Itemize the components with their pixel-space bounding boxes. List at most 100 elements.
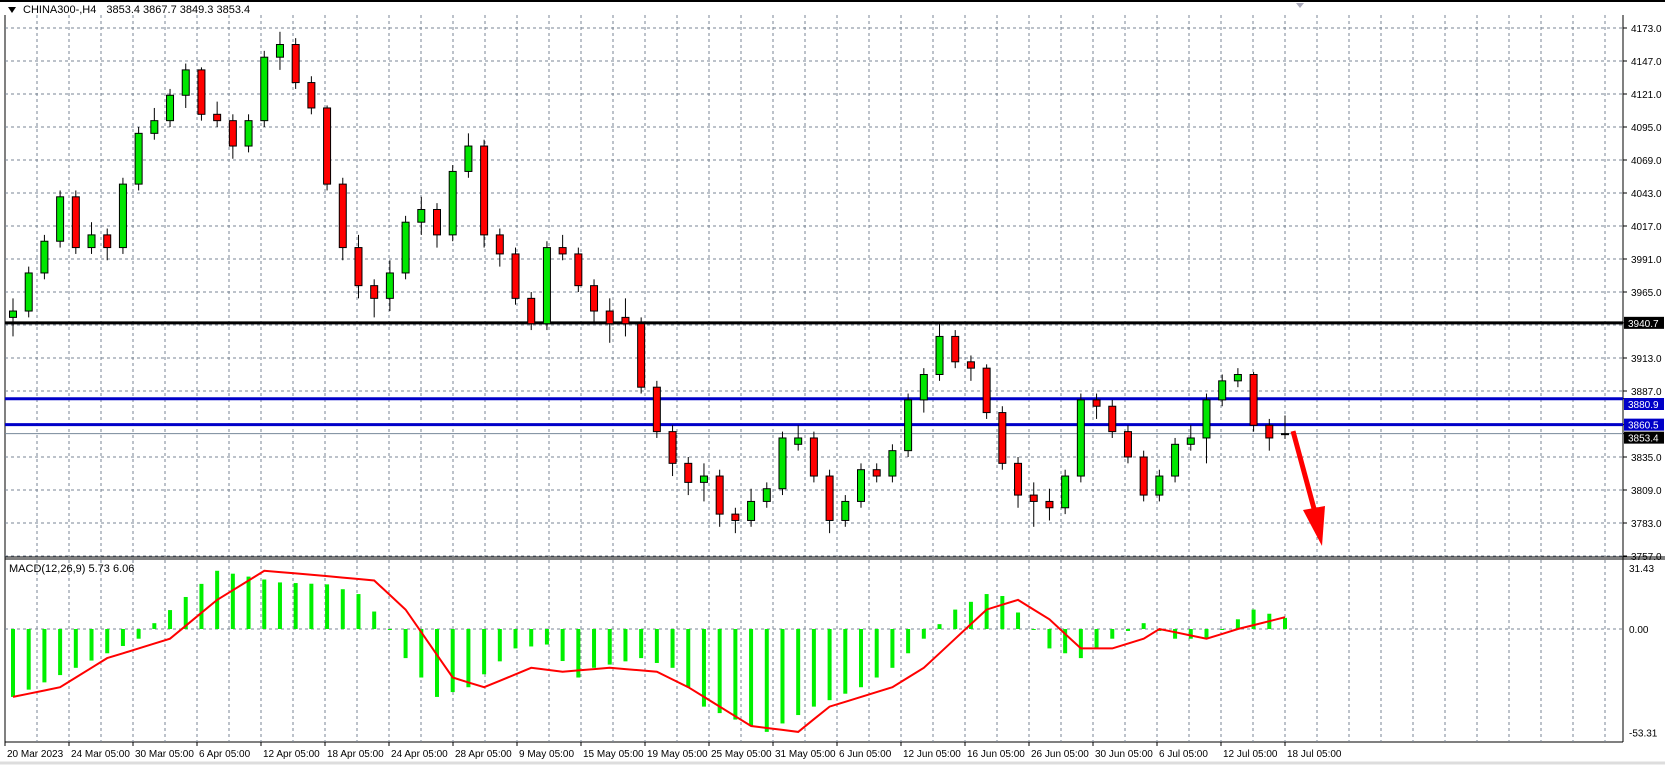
macd-histogram-bar: [26, 629, 31, 690]
macd-histogram-bar: [325, 584, 330, 629]
price-tick-label: 4173.0: [1631, 24, 1662, 35]
macd-histogram-bar: [607, 629, 612, 665]
macd-histogram-bar: [764, 629, 769, 732]
dropdown-triangle-icon[interactable]: [8, 7, 16, 13]
candle-bullish: [841, 500, 850, 521]
macd-histogram-bar: [874, 629, 879, 678]
candle-bullish: [166, 94, 175, 122]
macd-tick-label: 0.00: [1629, 625, 1649, 636]
candle-bearish: [307, 82, 316, 109]
macd-histogram-bar: [1078, 629, 1083, 659]
chart-header: CHINA300-,H4 3853.4 3867.7 3849.3 3853.4: [8, 4, 250, 16]
candle-bearish: [495, 234, 504, 255]
candle-bearish: [825, 475, 834, 521]
time-tick-label: 18 Apr 05:00: [327, 749, 384, 760]
level-price-label: 3860.5: [1628, 421, 1659, 432]
candle-bearish: [103, 234, 112, 249]
candle-bearish: [1123, 431, 1132, 458]
price-tick-label: 4095.0: [1631, 123, 1662, 134]
candle-bullish: [762, 488, 771, 502]
candle-bullish: [747, 500, 756, 521]
macd-histogram-bar: [984, 594, 989, 629]
time-tick-label: 28 Apr 05:00: [455, 749, 512, 760]
macd-histogram-bar: [356, 594, 361, 629]
macd-histogram-bar: [1047, 629, 1052, 649]
macd-histogram-bar: [466, 629, 471, 688]
macd-histogram-bar: [73, 629, 78, 668]
macd-histogram-bar: [42, 629, 47, 683]
candle-bearish: [574, 253, 583, 287]
candle-bullish: [448, 170, 457, 236]
candle-bullish: [244, 120, 253, 147]
candle-bearish: [1265, 424, 1274, 439]
candle-bearish: [1014, 462, 1023, 496]
time-tick-label: 20 Mar 2023: [7, 749, 64, 760]
candle-bullish: [888, 450, 897, 477]
candle-bearish: [590, 285, 599, 312]
candle-bullish: [1186, 437, 1195, 445]
candle-bearish: [998, 412, 1007, 464]
macd-histogram-bar: [1173, 629, 1178, 639]
macd-histogram-bar: [1016, 612, 1021, 629]
macd-histogram-bar: [890, 629, 895, 668]
macd-histogram-bar: [953, 609, 958, 629]
candle-bearish: [1108, 405, 1117, 433]
price-tick-label: 3991.0: [1631, 255, 1662, 266]
candle-bearish: [621, 316, 630, 325]
candle-bearish: [480, 145, 489, 236]
grid: [5, 15, 1623, 742]
candle-bearish: [511, 253, 520, 299]
macd-histogram-bar: [1235, 619, 1240, 629]
candle-bearish: [213, 113, 222, 122]
macd-histogram-bar: [1031, 629, 1036, 630]
macd-histogram-bar: [529, 629, 534, 647]
time-tick-label: 16 Jun 05:00: [967, 749, 1025, 760]
macd-histogram-bar: [592, 629, 597, 668]
macd-histogram-bar: [780, 629, 785, 724]
price-tick-label: 3757.0: [1631, 552, 1662, 563]
macd-histogram-bar: [372, 611, 377, 629]
symbol-timeframe: CHINA300-,H4: [23, 4, 97, 16]
macd-histogram-bar: [199, 583, 204, 629]
candle-bearish: [637, 323, 646, 388]
macd-histogram-bar: [544, 629, 549, 645]
macd-histogram-bar: [11, 629, 15, 697]
time-tick-label: 12 Jul 05:00: [1223, 749, 1278, 760]
macd-histogram-bar: [1204, 629, 1209, 639]
candle-bearish: [370, 285, 379, 299]
macd-histogram-bar: [1063, 629, 1068, 654]
time-tick-label: 26 Jun 05:00: [1031, 749, 1089, 760]
macd-histogram-bar: [513, 629, 518, 649]
price-tick-label: 4121.0: [1631, 90, 1662, 101]
candle-bearish: [1092, 399, 1101, 407]
candle-bullish: [275, 44, 284, 58]
macd-histogram-bar: [152, 623, 157, 629]
macd-histogram-bar: [670, 629, 675, 668]
macd-histogram-bar: [906, 629, 911, 654]
macd-histogram-bar: [309, 583, 314, 629]
time-tick-label: 18 Jul 05:00: [1287, 749, 1342, 760]
candle-bearish: [715, 475, 724, 515]
macd-histogram-bar: [1141, 623, 1146, 629]
time-tick-label: 31 May 05:00: [775, 749, 836, 760]
macd-histogram-bar: [1283, 617, 1287, 629]
candle-bullish: [904, 399, 913, 452]
candle-bullish: [1171, 443, 1180, 477]
level-price-label: 3940.7: [1628, 319, 1659, 330]
macd-histogram-bar: [58, 629, 63, 676]
macd-histogram-bar: [639, 629, 644, 659]
macd-histogram-bar: [482, 629, 487, 675]
macd-histogram-bar: [262, 579, 267, 629]
candle-bullish: [1076, 399, 1085, 477]
macd-histogram-bar: [136, 629, 141, 639]
macd-signal-line: [12, 569, 1286, 733]
candle-bearish: [433, 209, 441, 236]
candle-bearish: [731, 513, 740, 521]
macd-histogram-bar: [419, 629, 424, 678]
candle-bearish: [1139, 456, 1148, 496]
candle-bearish: [652, 386, 661, 433]
level-price-tag: [1624, 316, 1664, 329]
macd-histogram-bar: [701, 629, 706, 707]
